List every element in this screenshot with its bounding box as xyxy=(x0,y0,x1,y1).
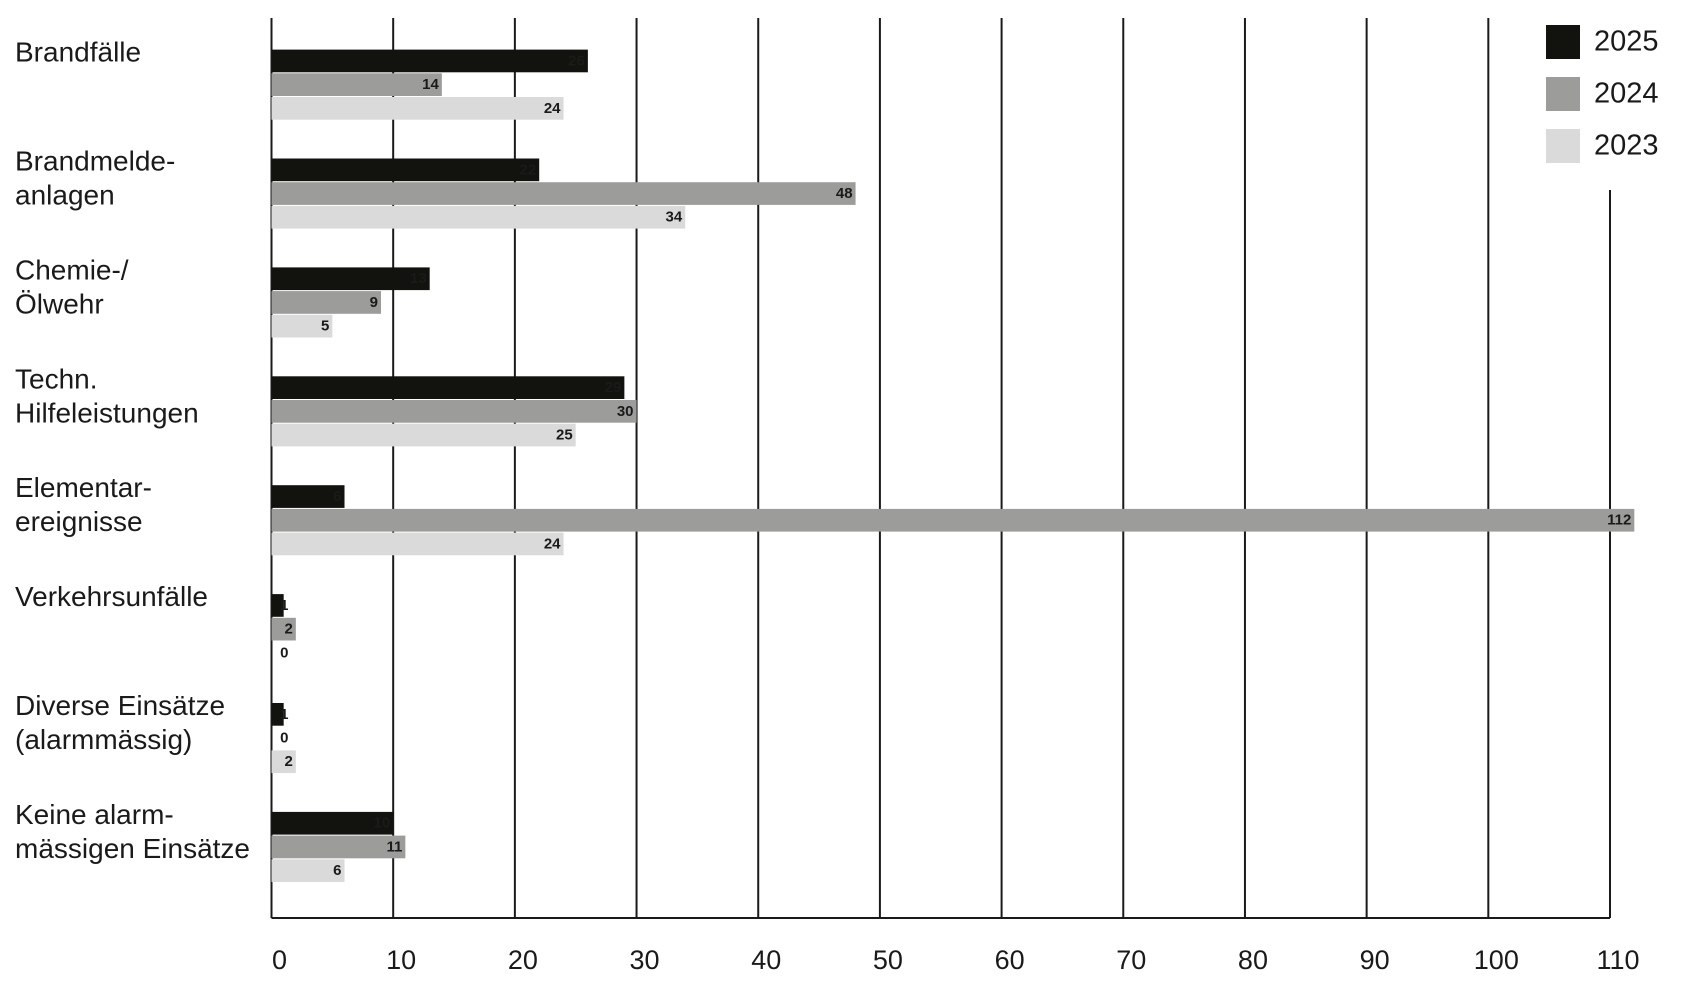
bar xyxy=(271,49,588,73)
value-label: 22 xyxy=(520,161,537,178)
bar xyxy=(271,376,625,399)
value-label: 29 xyxy=(605,379,622,396)
legend-label: 2025 xyxy=(1594,26,1659,58)
bar xyxy=(271,423,576,447)
legend-swatch xyxy=(1546,77,1580,111)
x-tick-label: 30 xyxy=(630,945,660,975)
bar xyxy=(271,73,442,96)
x-tick-label: 20 xyxy=(508,945,538,975)
bar xyxy=(271,532,564,556)
value-label: 24 xyxy=(544,100,561,117)
legend-label: 2024 xyxy=(1594,78,1659,110)
value-label: 0 xyxy=(280,644,288,661)
value-label: 2 xyxy=(284,621,292,638)
bar xyxy=(271,703,284,726)
value-label: 0 xyxy=(280,730,288,747)
bar xyxy=(271,594,284,617)
value-label: 14 xyxy=(422,76,439,93)
x-tick-label: 80 xyxy=(1238,945,1268,975)
bar xyxy=(271,314,333,338)
value-label: 10 xyxy=(373,815,390,832)
value-label: 13 xyxy=(410,270,427,287)
value-label: 5 xyxy=(321,318,329,335)
value-label: 25 xyxy=(556,427,573,444)
bar xyxy=(271,835,406,859)
bar xyxy=(271,485,345,508)
value-label: 26 xyxy=(568,52,585,69)
bar xyxy=(271,158,540,182)
bar xyxy=(271,859,345,882)
category-label: Keine alarm-mässigen Einsätze xyxy=(15,799,250,864)
category-label: Brandfälle xyxy=(15,37,141,68)
x-tick-label: 100 xyxy=(1474,945,1519,975)
bar xyxy=(271,750,296,774)
category-label: Diverse Einsätze (alarmmässig) xyxy=(15,690,225,755)
value-label: 9 xyxy=(370,294,378,311)
bar xyxy=(271,267,430,291)
x-tick-label: 90 xyxy=(1360,945,1390,975)
value-label: 30 xyxy=(617,403,634,420)
x-tick-label: 10 xyxy=(386,945,416,975)
value-label: 112 xyxy=(1607,512,1631,529)
value-label: 1 xyxy=(280,597,288,614)
value-label: 1 xyxy=(280,706,288,723)
bar xyxy=(271,291,382,314)
legend-swatch xyxy=(1546,129,1580,163)
bar xyxy=(271,400,637,423)
x-tick-label: 70 xyxy=(1116,945,1146,975)
bar xyxy=(271,182,856,205)
x-tick-label: 110 xyxy=(1596,945,1639,975)
category-label: Verkehrsunfälle xyxy=(15,581,208,612)
x-tick-label: 40 xyxy=(751,945,781,975)
category-label: Techn. Hilfeleistungen xyxy=(15,363,199,428)
value-label: 34 xyxy=(666,209,683,226)
category-label: Chemie-/Ölwehr xyxy=(15,254,129,319)
category-label: Elementar-ereignisse xyxy=(15,472,152,537)
x-tick-label: 60 xyxy=(995,945,1025,975)
value-label: 6 xyxy=(333,488,341,505)
x-tick-label: 50 xyxy=(873,945,903,975)
value-label: 24 xyxy=(544,535,561,552)
bar xyxy=(271,617,296,641)
bar xyxy=(271,811,394,835)
bar xyxy=(271,97,564,120)
value-label: 2 xyxy=(284,753,292,770)
bar xyxy=(271,205,686,229)
value-label: 48 xyxy=(836,185,853,202)
x-tick-label: 0 xyxy=(272,945,287,975)
legend-swatch xyxy=(1546,25,1580,59)
value-label: 6 xyxy=(333,862,341,879)
legend-label: 2023 xyxy=(1594,130,1659,162)
category-label: Brandmelde-anlagen xyxy=(15,146,175,211)
value-label: 11 xyxy=(386,838,402,855)
bar xyxy=(271,508,1635,532)
